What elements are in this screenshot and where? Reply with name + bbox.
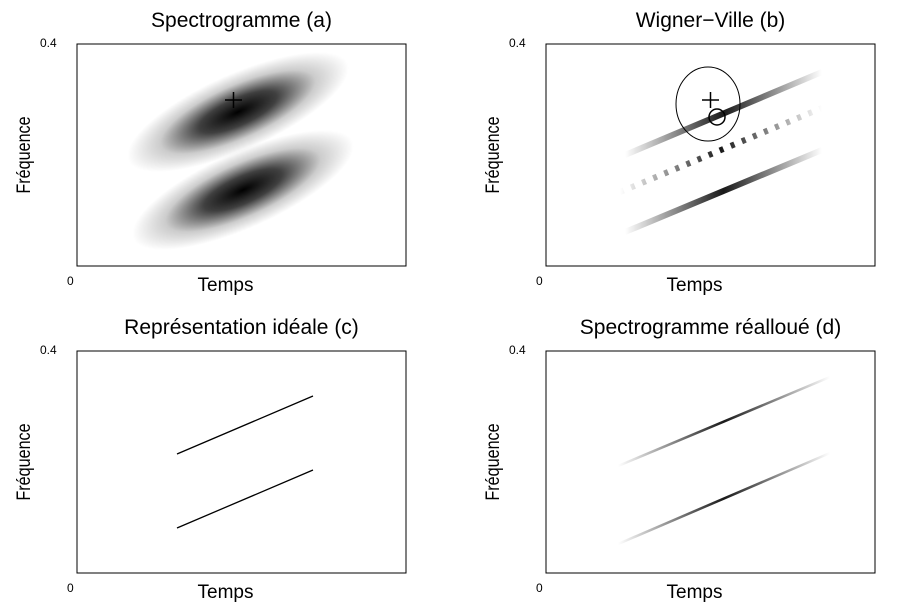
plot-frame	[76, 350, 407, 574]
y-top-label: 0.4	[40, 36, 57, 50]
streak	[617, 375, 831, 468]
reassigned-d	[617, 375, 831, 546]
origin-label: 0	[536, 274, 543, 288]
streak	[623, 147, 824, 235]
y-axis-label: Fréquence	[482, 423, 504, 500]
panel-title: Représentation idéale (c)	[124, 316, 359, 339]
y-axis-label: Fréquence	[482, 116, 504, 193]
origin-label: 0	[536, 581, 543, 595]
interference	[618, 105, 824, 195]
ideal-line	[176, 469, 314, 529]
x-axis-label: Temps	[198, 582, 254, 603]
origin-label: 0	[67, 274, 74, 288]
circle-marker	[708, 108, 726, 126]
y-top-label: 0.4	[509, 343, 526, 357]
x-axis-label: Temps	[198, 275, 254, 296]
origin-label: 0	[67, 581, 74, 595]
plus-marker	[225, 92, 242, 108]
plot-frame	[76, 43, 407, 267]
streak	[617, 451, 831, 546]
ideal-line	[176, 395, 314, 455]
ideal-c	[176, 395, 314, 529]
x-axis-label: Temps	[667, 275, 723, 296]
circle	[675, 66, 741, 142]
plot-frame	[545, 350, 876, 574]
wigner-ville-b	[618, 66, 824, 235]
y-axis-label: Fréquence	[13, 423, 35, 500]
y-axis-label: Fréquence	[13, 116, 35, 193]
panel-title: Spectrogramme (a)	[151, 9, 332, 32]
x-axis-label: Temps	[667, 582, 723, 603]
y-top-label: 0.4	[509, 36, 526, 50]
energy-blob	[127, 52, 349, 172]
spectrogram-a	[127, 52, 354, 250]
energy-blob	[132, 130, 354, 250]
plus-marker	[702, 92, 719, 108]
plot-frame	[545, 43, 876, 267]
panel-title: Spectrogramme réalloué (d)	[580, 316, 841, 339]
y-top-label: 0.4	[40, 343, 57, 357]
panel-title: Wigner−Ville (b)	[636, 9, 786, 32]
